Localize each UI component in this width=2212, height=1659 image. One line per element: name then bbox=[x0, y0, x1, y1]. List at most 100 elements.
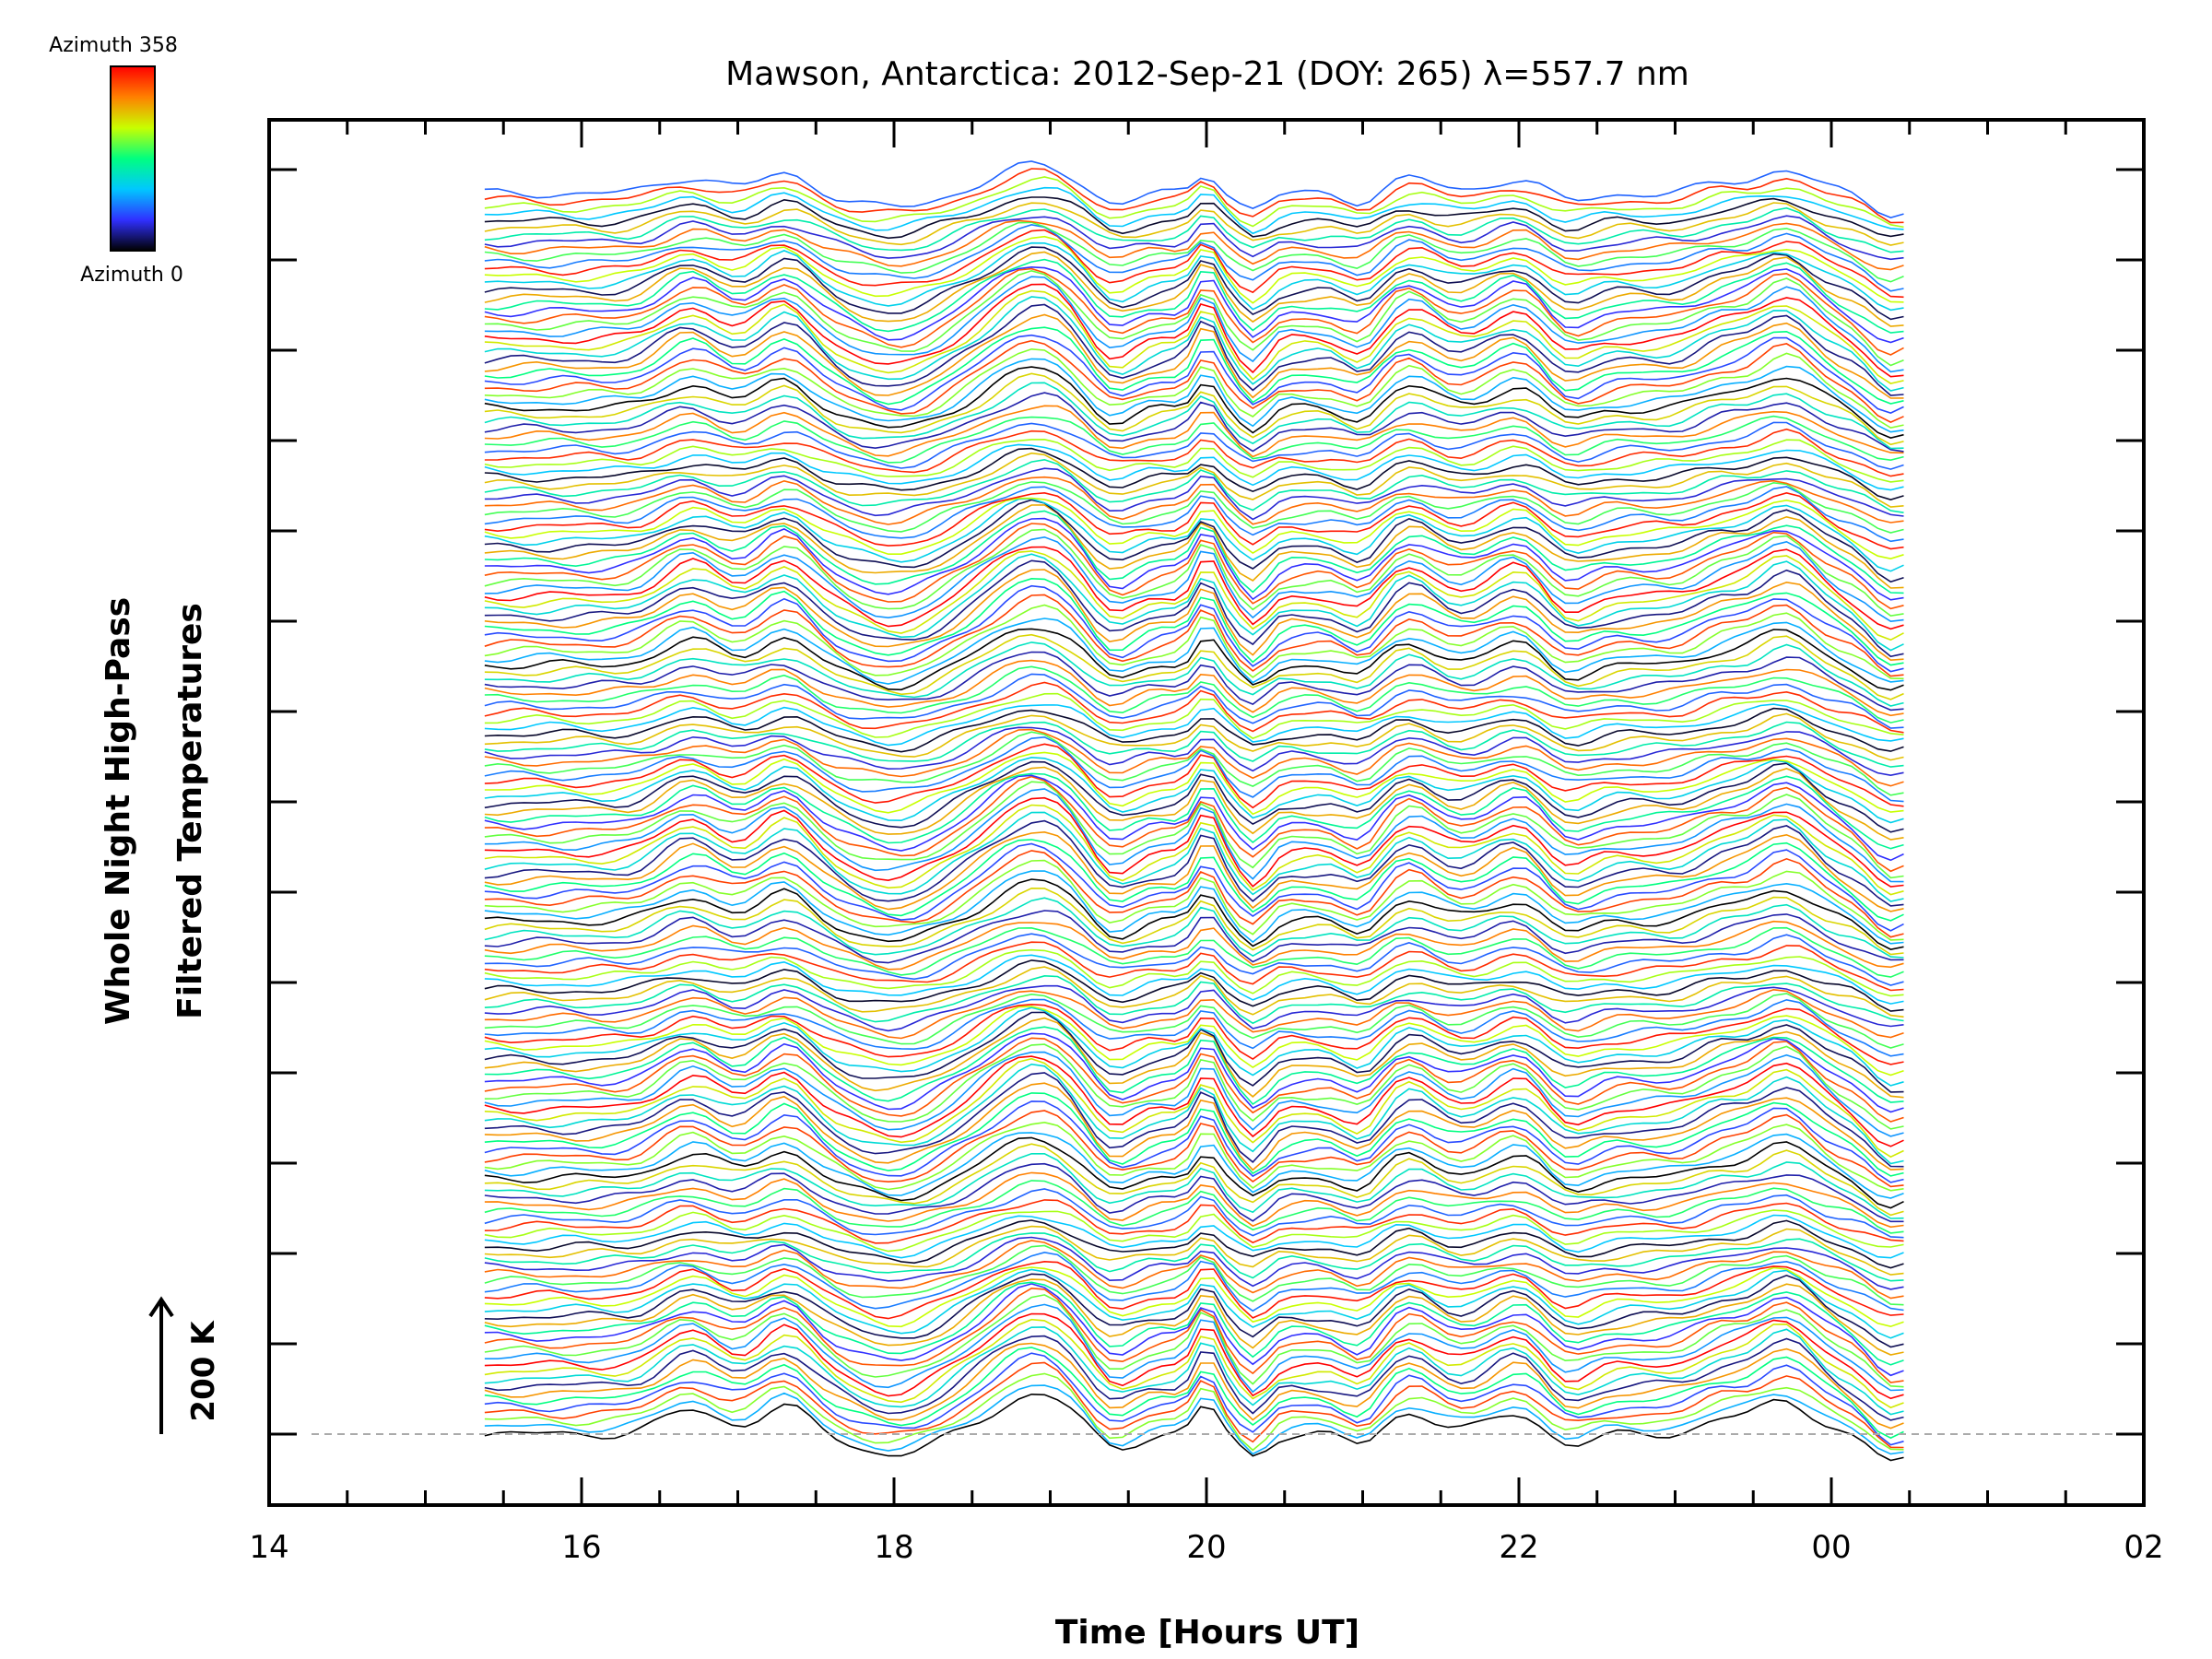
azimuth-trace bbox=[484, 467, 1904, 521]
azimuth-trace bbox=[484, 1092, 1904, 1177]
azimuth-trace bbox=[484, 1003, 1904, 1065]
azimuth-trace bbox=[484, 772, 1904, 850]
azimuth-trace bbox=[484, 1352, 1904, 1446]
azimuth-trace bbox=[484, 1372, 1904, 1452]
azimuth-trace bbox=[484, 497, 1904, 560]
azimuth-trace bbox=[484, 1082, 1904, 1171]
x-tick-label: 14 bbox=[249, 1529, 288, 1566]
azimuth-trace bbox=[484, 405, 1904, 458]
azimuth-trace bbox=[484, 1318, 1904, 1409]
azimuth-trace bbox=[484, 498, 1904, 572]
azimuth-trace bbox=[484, 1219, 1904, 1269]
azimuth-trace bbox=[484, 196, 1904, 240]
azimuth-trace bbox=[484, 553, 1904, 652]
azimuth-trace bbox=[484, 673, 1904, 729]
azimuth-trace bbox=[484, 289, 1904, 384]
azimuth-trace bbox=[484, 1136, 1904, 1209]
azimuth-trace bbox=[484, 887, 1904, 956]
azimuth-trace bbox=[484, 811, 1904, 902]
y-axis-label-line1: Whole Night High-Pass bbox=[100, 597, 137, 1025]
azimuth-trace bbox=[484, 392, 1904, 453]
azimuth-trace bbox=[484, 1287, 1904, 1383]
azimuth-trace bbox=[484, 781, 1904, 879]
x-tick-label: 00 bbox=[1811, 1529, 1851, 1566]
azimuth-trace bbox=[484, 486, 1904, 543]
azimuth-trace bbox=[484, 186, 1904, 235]
azimuth-trace bbox=[484, 577, 1904, 666]
azimuth-trace bbox=[484, 517, 1904, 601]
azimuth-trace bbox=[484, 523, 1904, 610]
azimuth-trace bbox=[484, 1143, 1904, 1217]
azimuth-trace bbox=[484, 326, 1904, 406]
azimuth-trace bbox=[484, 959, 1904, 1012]
azimuth-trace bbox=[484, 984, 1904, 1032]
azimuth-trace bbox=[484, 1273, 1904, 1348]
azimuth-trace bbox=[484, 313, 1904, 399]
azimuth-trace bbox=[484, 788, 1904, 883]
azimuth-trace bbox=[484, 1121, 1904, 1192]
y-axis-label-line2: Filtered Temperatures bbox=[171, 603, 209, 1019]
azimuth-trace bbox=[484, 1326, 1904, 1416]
azimuth-trace bbox=[484, 1240, 1904, 1300]
azimuth-trace bbox=[484, 897, 1904, 959]
azimuth-trace bbox=[484, 559, 1904, 658]
azimuth-trace bbox=[484, 476, 1904, 525]
azimuth-trace bbox=[484, 223, 1904, 292]
azimuth-trace bbox=[484, 1214, 1904, 1259]
azimuth-trace bbox=[484, 1180, 1904, 1234]
azimuth-trace bbox=[484, 296, 1904, 392]
azimuth-trace bbox=[484, 751, 1904, 816]
azimuth-trace bbox=[484, 870, 1904, 945]
azimuth-trace bbox=[484, 766, 1904, 841]
azimuth-trace bbox=[484, 1037, 1904, 1123]
azimuth-trace bbox=[484, 850, 1904, 938]
azimuth-trace bbox=[484, 948, 1904, 997]
azimuth-trace bbox=[484, 246, 1904, 321]
azimuth-trace bbox=[484, 998, 1904, 1057]
azimuth-trace bbox=[484, 452, 1904, 508]
azimuth-trace bbox=[484, 269, 1904, 367]
azimuth-trace bbox=[484, 774, 1904, 862]
azimuth-trace bbox=[484, 382, 1904, 450]
azimuth-trace bbox=[484, 1006, 1904, 1087]
azimuth-trace bbox=[484, 842, 1904, 932]
x-tick-labels: 14 16 18 20 22 00 02 bbox=[249, 1529, 2163, 1566]
azimuth-trace bbox=[484, 988, 1904, 1040]
azimuth-trace bbox=[484, 1011, 1904, 1093]
x-tick-label: 22 bbox=[1499, 1529, 1538, 1566]
azimuth-trace bbox=[484, 1132, 1904, 1199]
azimuth-trace bbox=[484, 202, 1904, 246]
azimuth-trace bbox=[484, 415, 1904, 464]
azimuth-trace bbox=[484, 358, 1904, 433]
azimuth-trace bbox=[484, 265, 1904, 344]
azimuth-trace bbox=[484, 594, 1904, 677]
azimuth-trace bbox=[484, 219, 1904, 271]
azimuth-trace bbox=[484, 458, 1904, 513]
azimuth-trace bbox=[484, 1260, 1904, 1320]
x-tick-label: 02 bbox=[2124, 1529, 2163, 1566]
azimuth-trace bbox=[484, 1236, 1904, 1290]
azimuth-trace bbox=[484, 604, 1904, 680]
azimuth-trace bbox=[484, 334, 1904, 414]
azimuth-trace bbox=[484, 707, 1904, 753]
azimuth-trace bbox=[484, 428, 1904, 477]
azimuth-trace bbox=[484, 276, 1904, 373]
azimuth-trace bbox=[484, 283, 1904, 378]
azimuth-trace bbox=[484, 447, 1904, 501]
colorbar-bottom-label: Azimuth 0 bbox=[80, 264, 183, 287]
azimuth-trace bbox=[484, 1268, 1904, 1339]
azimuth-trace bbox=[484, 726, 1904, 777]
azimuth-trace bbox=[484, 760, 1904, 833]
azimuth-trace bbox=[484, 1072, 1904, 1168]
azimuth-trace bbox=[484, 443, 1904, 491]
azimuth-trace bbox=[484, 241, 1904, 312]
azimuth-trace bbox=[484, 728, 1904, 787]
azimuth-trace bbox=[484, 692, 1904, 740]
azimuth-trace bbox=[484, 1393, 1904, 1462]
azimuth-trace bbox=[484, 303, 1904, 396]
azimuth-trace bbox=[484, 1171, 1904, 1229]
x-axis-label: Time [Hours UT] bbox=[1055, 1614, 1359, 1652]
azimuth-trace bbox=[484, 1294, 1904, 1388]
azimuth-trace bbox=[484, 966, 1904, 1018]
azimuth-trace bbox=[484, 1057, 1904, 1159]
